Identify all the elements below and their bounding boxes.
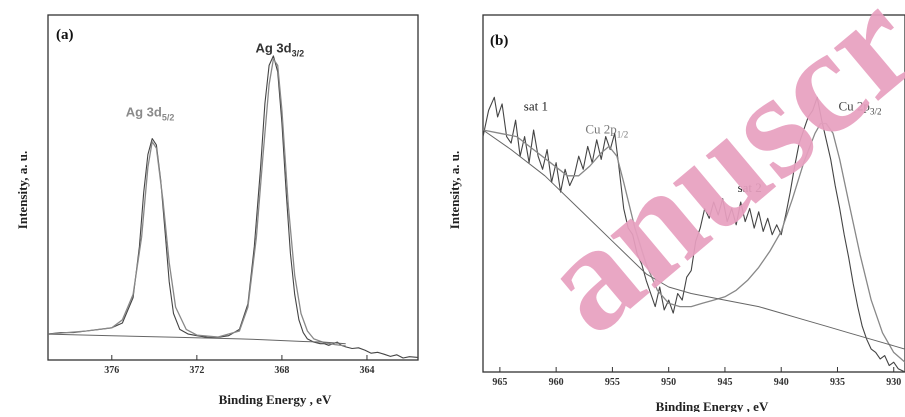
plot-frame-b <box>482 14 905 373</box>
series-line-fit-b <box>482 122 905 363</box>
panel-label-a: (a) <box>56 27 74 43</box>
series-line-experimental-b <box>482 96 905 373</box>
plot-frame-a <box>47 14 419 361</box>
x-axis-title-b: Binding Energy , eV <box>656 399 769 412</box>
x-tick-label: 930 <box>886 377 901 388</box>
series-line-background-a <box>47 333 346 345</box>
series-line-background-b <box>482 129 905 350</box>
x-tick-label: 945 <box>717 377 732 388</box>
x-tick-label: 960 <box>549 377 564 388</box>
y-axis-title-a: Intensity, a. u. <box>15 151 30 229</box>
panel-b: (b) Intensity, a. u. Binding Energy , eV… <box>447 14 905 414</box>
x-tick-label: 935 <box>830 377 845 388</box>
peak-annotation: sat 1 <box>524 98 548 113</box>
x-tick-label: 372 <box>189 365 204 376</box>
x-axis-title-a: Binding Energy , eV <box>219 392 332 407</box>
panel-label-b: (b) <box>490 33 508 49</box>
peak-annotation: sat 2 <box>738 180 762 195</box>
x-tick-label: 940 <box>774 377 789 388</box>
peak-annotation: Ag 3d5/2 <box>126 104 175 122</box>
x-tick-label: 955 <box>605 377 620 388</box>
watermark: anuscr <box>509 0 905 365</box>
series-line-fit-a <box>47 58 346 347</box>
x-tick-label: 950 <box>661 377 676 388</box>
peak-annotation: Cu 2p3/2 <box>839 98 882 116</box>
peak-annotation: Ag 3d3/2 <box>255 41 304 59</box>
peak-annotation: Cu 2p1/2 <box>585 121 628 139</box>
x-tick-label: 368 <box>274 365 289 376</box>
panel-a: (a) Intensity, a. u. Binding Energy , eV… <box>15 14 419 407</box>
y-axis-title-b: Intensity, a. u. <box>447 151 462 229</box>
x-tick-label: 376 <box>104 365 119 376</box>
series-line-experimental-a <box>47 55 419 359</box>
x-tick-label: 364 <box>359 365 374 376</box>
x-tick-label: 965 <box>492 377 507 388</box>
